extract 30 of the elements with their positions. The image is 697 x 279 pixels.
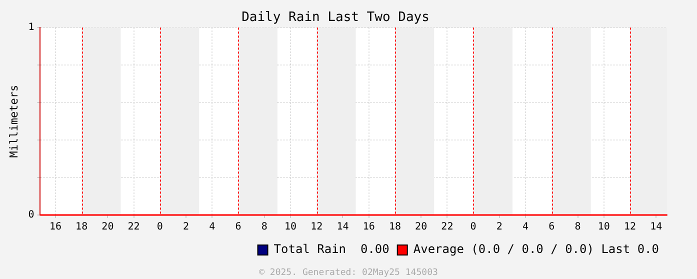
x-tick-label: 16 [362,222,375,233]
x-tick-label: 2 [183,222,190,233]
x-tick-label: 2 [496,222,502,233]
legend-label: Average (0.0 / 0.0 / 0.0) Last 0.0 [413,242,660,256]
y-tick-label: 1 [28,22,34,34]
chart-title: Daily Rain Last Two Days [242,10,430,26]
x-tick-label: 10 [598,222,610,233]
text: © 2025. Generated: 02May25 145003 [259,268,438,278]
x-tick-label: 14 [650,222,662,233]
x-tick-label: 12 [310,222,323,233]
legend-label: Total Rain 0.00 [274,242,390,256]
x-tick-label: 10 [284,222,297,233]
x-tick-label: 12 [624,222,636,233]
x-tick-label: 20 [102,222,114,233]
x-tick-label: 0 [156,222,163,233]
x-tick-label: 22 [441,222,454,233]
x-tick-label: 4 [209,222,216,233]
x-tick-label: 8 [261,222,268,233]
y-axis-title: Millimeters [7,84,20,158]
x-tick-label: 0 [470,222,476,233]
x-tick-label: 6 [548,222,555,233]
x-tick-label: 14 [336,222,349,233]
x-tick-label: 16 [49,222,62,233]
x-tick-label: 20 [415,222,428,233]
x-tick-label: 6 [235,222,242,233]
x-tick-label: 8 [574,222,581,233]
x-tick-label: 18 [76,222,88,233]
x-tick-label: 4 [522,222,529,233]
x-tick-label: 18 [388,222,401,233]
x-tick-label: 22 [128,222,140,233]
